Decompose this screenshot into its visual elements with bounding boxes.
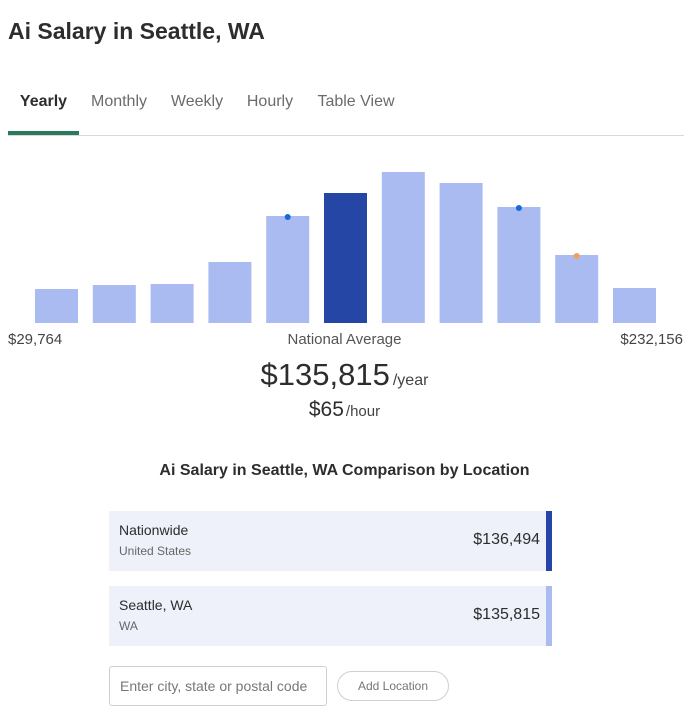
hourly-salary-unit: /hour [345, 403, 381, 420]
chart-bar[interactable] [439, 183, 483, 323]
period-tabs: Yearly Monthly Weekly Hourly Table View [8, 80, 684, 136]
active-tab-indicator [8, 131, 79, 135]
salary-range-min: $29,764 [8, 331, 63, 348]
chart-bar-highlight[interactable] [324, 193, 367, 323]
add-location-button[interactable]: Add Location [337, 671, 449, 701]
chart-marker-dot [284, 214, 291, 220]
chart-bar[interactable] [555, 255, 599, 323]
yearly-salary-unit: /year [392, 372, 429, 389]
location-card-nationwide: Nationwide United States $136,494 [109, 511, 552, 571]
location-salary: $136,494 [473, 531, 540, 548]
chart-bar[interactable] [35, 289, 78, 323]
chart-bar[interactable] [381, 172, 425, 323]
tab-table-view[interactable]: Table View [317, 93, 395, 110]
tab-yearly[interactable]: Yearly [19, 93, 68, 110]
tab-hourly[interactable]: Hourly [246, 93, 294, 110]
location-search-input[interactable] [109, 666, 327, 706]
hourly-salary: $65/hour [0, 398, 689, 422]
tab-weekly[interactable]: Weekly [170, 93, 224, 110]
location-salary: $135,815 [473, 606, 540, 623]
tab-monthly[interactable]: Monthly [90, 93, 148, 110]
chart-bar[interactable] [92, 285, 136, 323]
location-color-bar [546, 511, 552, 571]
location-subtitle: WA [119, 619, 138, 633]
chart-marker-dot [515, 205, 522, 211]
location-color-bar [546, 586, 552, 646]
location-card-seattle: Seattle, WA WA $135,815 [109, 586, 552, 646]
chart-bar[interactable] [150, 284, 194, 323]
salary-distribution-chart [0, 150, 689, 330]
chart-marker-dot [573, 253, 580, 259]
comparison-title: Ai Salary in Seattle, WA Comparison by L… [159, 462, 530, 479]
page-title: Ai Salary in Seattle, WA [8, 18, 265, 44]
chart-bar[interactable] [266, 216, 310, 323]
national-average-label: National Average [287, 331, 402, 348]
salary-range-max: $232,156 [620, 331, 683, 348]
yearly-salary-amount: $135,815 [260, 357, 390, 392]
yearly-salary: $135,815/year [0, 357, 689, 393]
hourly-salary-amount: $65 [308, 398, 344, 421]
location-name: Nationwide [119, 522, 189, 538]
chart-bar[interactable] [497, 207, 541, 323]
chart-bar[interactable] [208, 262, 252, 323]
chart-bar[interactable] [613, 288, 656, 323]
location-name: Seattle, WA [119, 597, 193, 613]
location-subtitle: United States [119, 544, 192, 558]
